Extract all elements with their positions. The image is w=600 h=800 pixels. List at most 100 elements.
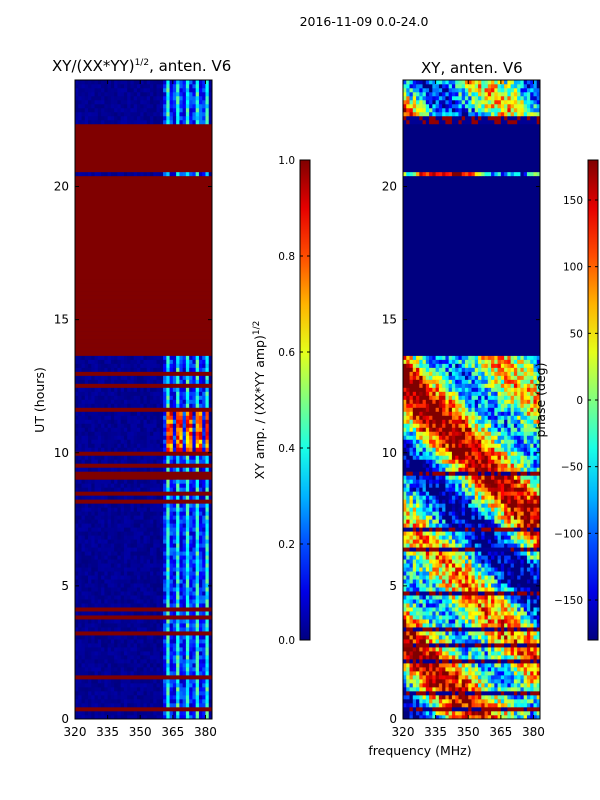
heatmap-cell <box>156 511 161 516</box>
heatmap-cell <box>198 635 203 640</box>
heatmap-cell <box>140 643 144 648</box>
heatmap-cell <box>202 103 206 109</box>
heatmap-cell <box>81 607 86 612</box>
heatmap-cell <box>205 535 210 540</box>
heatmap-cell <box>195 371 200 376</box>
heatmap-cell <box>114 671 118 676</box>
heatmap-cell <box>166 519 170 524</box>
heatmap-cell <box>117 391 121 396</box>
heatmap-cell <box>143 599 148 604</box>
heatmap-cell <box>192 635 196 640</box>
heatmap-cell <box>78 711 82 716</box>
heatmap-cell <box>91 403 95 408</box>
heatmap-cell <box>208 655 213 660</box>
heatmap-cell <box>78 619 82 624</box>
heatmap-cell <box>104 387 108 392</box>
heatmap-cell <box>416 679 420 684</box>
heatmap-cell <box>182 559 187 564</box>
heatmap-cell <box>94 539 99 544</box>
heatmap-cell <box>150 671 154 676</box>
heatmap-cell <box>169 80 174 85</box>
heatmap-cell <box>189 667 193 672</box>
heatmap-cell <box>166 531 170 536</box>
heatmap-cell <box>156 667 161 672</box>
heatmap-cell <box>120 703 125 708</box>
heatmap-cell <box>91 651 95 656</box>
heatmap-cell <box>166 567 170 572</box>
heatmap-cell <box>94 551 99 556</box>
heatmap-cell <box>107 407 112 412</box>
heatmap-cell <box>192 683 196 688</box>
heatmap-cell <box>107 395 112 400</box>
heatmap-cell <box>140 455 144 460</box>
heatmap-cell <box>78 671 82 676</box>
heatmap-cell <box>202 527 206 532</box>
heatmap-cell <box>84 407 89 412</box>
heatmap-cell <box>172 115 177 121</box>
heatmap-cell <box>78 111 82 117</box>
heatmap-cell <box>81 119 86 125</box>
heatmap-cell <box>422 667 427 672</box>
heatmap-cell <box>192 383 196 388</box>
heatmap-cell <box>78 567 82 572</box>
heatmap-cell <box>182 395 187 400</box>
heatmap-cell <box>110 631 115 636</box>
heatmap-cell <box>120 359 125 364</box>
heatmap-cell <box>140 527 144 532</box>
heatmap-flagged-row <box>75 231 212 237</box>
heatmap-cell <box>143 523 148 528</box>
heatmap-cell <box>91 535 95 540</box>
heatmap-cell <box>117 495 121 500</box>
heatmap-cell <box>169 671 174 676</box>
heatmap-cell <box>208 423 213 428</box>
heatmap-cell <box>536 691 541 696</box>
heatmap-cell <box>156 479 161 484</box>
heatmap-cell <box>84 91 89 97</box>
heatmap-cell <box>176 687 180 692</box>
heatmap-cell <box>153 419 157 424</box>
heatmap-cell <box>416 695 420 700</box>
heatmap-cell <box>78 663 82 668</box>
heatmap-cell <box>101 467 105 472</box>
heatmap-cell <box>517 671 521 676</box>
heatmap-cell <box>185 703 190 708</box>
heatmap-cell <box>169 499 174 504</box>
heatmap-cell <box>497 699 502 704</box>
heatmap-cell <box>166 119 170 125</box>
heatmap-cell <box>110 547 115 552</box>
heatmap-cell <box>146 503 151 508</box>
y-tick-label: 0 <box>61 712 69 726</box>
heatmap-cell <box>163 559 167 564</box>
heatmap-cell <box>130 80 135 85</box>
heatmap-cell <box>133 591 138 596</box>
heatmap-cell <box>163 375 167 380</box>
heatmap-cell <box>205 355 210 360</box>
heatmap-cell <box>104 543 108 548</box>
heatmap-cell <box>130 427 135 432</box>
heatmap-cell <box>182 603 187 608</box>
heatmap-cell <box>182 479 187 484</box>
heatmap-cell <box>91 627 95 632</box>
heatmap-cell <box>153 671 157 676</box>
heatmap-cell <box>189 631 193 636</box>
heatmap-cell <box>202 563 206 568</box>
heatmap-cell <box>130 435 135 440</box>
heatmap-flagged-row <box>75 323 212 328</box>
heatmap-cell <box>78 427 82 432</box>
heatmap-flagged-row <box>75 315 212 320</box>
heatmap-cell <box>202 431 206 436</box>
heatmap-cell <box>107 691 112 696</box>
heatmap-cell <box>91 703 95 708</box>
heatmap-cell <box>117 383 121 388</box>
heatmap-cell <box>117 571 121 576</box>
heatmap-cell <box>159 707 164 712</box>
heatmap-cell <box>84 111 89 117</box>
heatmap-cell <box>195 539 200 544</box>
heatmap-cell <box>91 579 95 584</box>
heatmap-cell <box>192 627 196 632</box>
heatmap-cell <box>159 103 164 109</box>
heatmap-cell <box>81 171 86 177</box>
heatmap-cell <box>88 643 92 648</box>
heatmap-cell <box>127 563 131 568</box>
heatmap-cell <box>123 679 128 684</box>
